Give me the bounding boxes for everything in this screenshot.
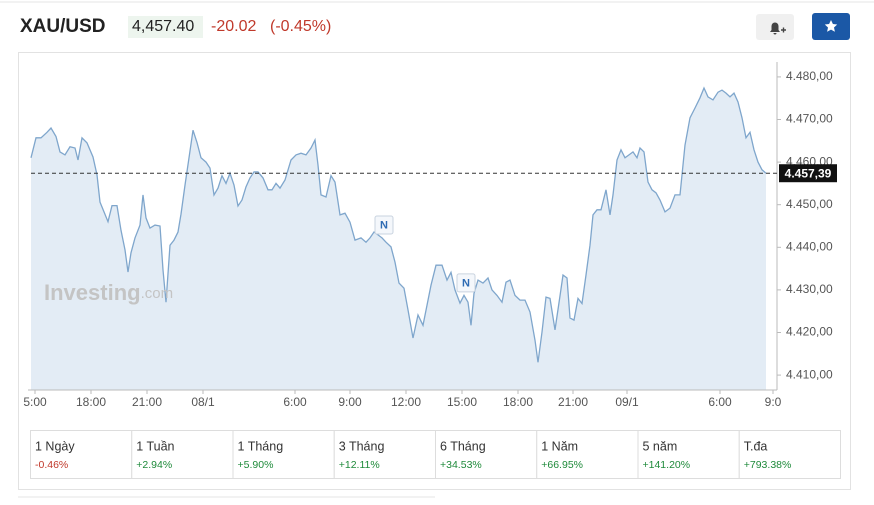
y-tick-label: 4.450,00 [786, 197, 833, 211]
price-line [30, 86, 767, 363]
period-cell[interactable] [637, 430, 740, 479]
period-change[interactable]: +12.11% [339, 459, 380, 471]
watchlist-button[interactable] [812, 13, 850, 40]
price-bg [128, 16, 203, 38]
news-marker[interactable] [374, 215, 394, 235]
period-cell[interactable] [30, 430, 133, 479]
x-tick-label: 6:00 [708, 395, 732, 409]
x-tick-label: 18:00 [76, 395, 106, 409]
period-change[interactable]: +34.53% [440, 459, 482, 471]
period-cell[interactable] [536, 430, 639, 479]
change-percent: (-0.45%) [270, 18, 331, 35]
watermark-part: .com [141, 285, 174, 302]
chart-frame [18, 52, 851, 490]
symbol: XAU/USD [20, 16, 106, 37]
period-change[interactable]: +5.90% [238, 459, 274, 471]
period-label[interactable]: 1 Tuần [136, 439, 174, 453]
watermark-part: Investing [44, 280, 141, 305]
period-cell[interactable] [333, 430, 436, 479]
period-cell[interactable] [435, 430, 538, 479]
x-tick-label: 9:0 [765, 395, 782, 409]
period-change[interactable]: -0.46% [35, 459, 68, 471]
x-tick-label: 08/1 [191, 395, 215, 409]
period-change[interactable]: +793.38% [744, 459, 792, 471]
y-tick-label: 4.480,00 [786, 69, 833, 83]
plus-icon [781, 27, 786, 33]
bell-icon [770, 22, 780, 35]
x-tick-label: 15:00 [447, 395, 477, 409]
period-label[interactable]: 6 Tháng [440, 439, 486, 453]
x-tick-label: 12:00 [391, 395, 421, 409]
period-change[interactable]: +2.94% [136, 459, 172, 471]
x-tick-label: 6:00 [283, 395, 307, 409]
y-tick-label: 4.410,00 [786, 367, 833, 381]
period-change[interactable]: +141.20% [643, 459, 691, 471]
change: -20.02 [211, 18, 256, 35]
news-marker-label[interactable]: N [380, 219, 388, 231]
period-label[interactable]: 3 Tháng [339, 439, 385, 453]
period-cell[interactable] [738, 430, 841, 479]
y-tick-label: 4.420,00 [786, 325, 833, 339]
plot: Investing.com 4.410,00 4.420,00 4.430,00 4.4… [23, 62, 837, 409]
period-label[interactable]: 1 Tháng [238, 439, 284, 453]
news-marker-label[interactable]: N [462, 277, 470, 289]
news-marker[interactable] [456, 273, 476, 293]
period-change[interactable]: +66.95% [541, 459, 583, 471]
period-label[interactable]: 1 Năm [541, 439, 578, 453]
price: 4,457.40 [132, 18, 194, 35]
x-tick-label: 5:00 [23, 395, 47, 409]
star-icon [824, 20, 838, 32]
area [31, 88, 766, 390]
watermark: Investing.com [44, 280, 173, 305]
x-tick-label: 21:00 [558, 395, 588, 409]
last-price-bg [779, 164, 837, 183]
x-tick-label: 21:00 [132, 395, 162, 409]
y-tick-label: 4.430,00 [786, 282, 833, 296]
period-label[interactable]: 5 năm [643, 439, 678, 453]
performance-table: 1 Ngày -0.46% 1 Tuần +2.94% 1 Tháng +5.90% 3 T… [30, 430, 841, 479]
alert-button[interactable] [756, 14, 794, 40]
y-tick-label: 4.440,00 [786, 239, 833, 253]
period-label[interactable]: T.đa [744, 439, 768, 453]
period-cell[interactable] [131, 430, 234, 479]
last-price-label: 4.457,39 [785, 166, 832, 180]
x-tick-label: 9:00 [338, 395, 362, 409]
y-tick-label: 4.470,00 [786, 112, 833, 126]
period-cell[interactable] [232, 430, 335, 479]
period-label[interactable]: 1 Ngày [35, 439, 75, 453]
x-tick-label: 09/1 [615, 395, 639, 409]
x-tick-label: 18:00 [503, 395, 533, 409]
